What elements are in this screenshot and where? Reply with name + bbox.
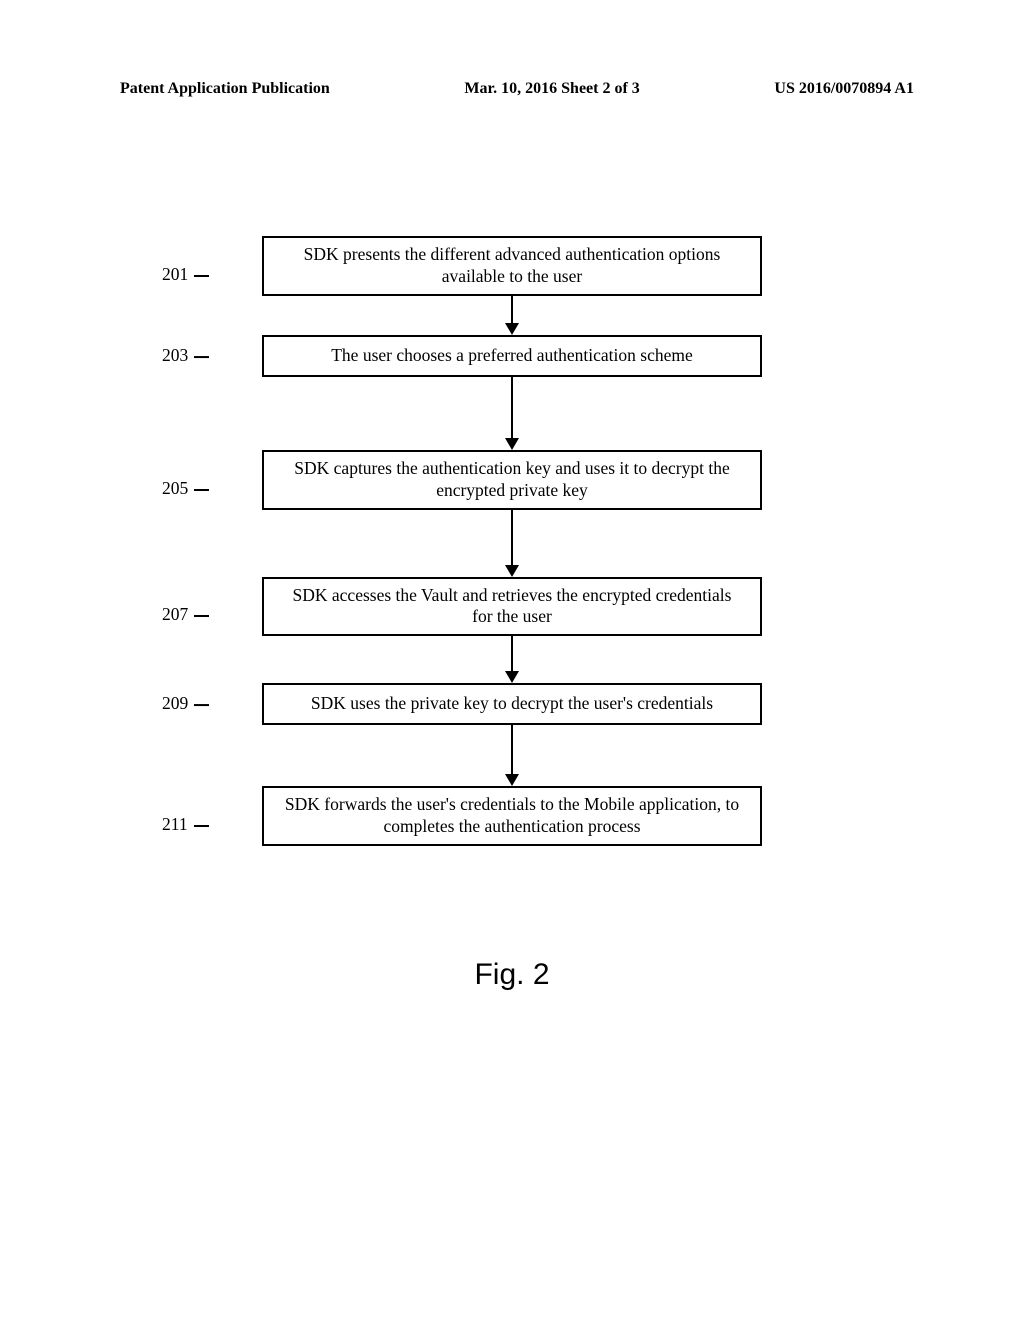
flow-step-205: 205SDK captures the authentication key a… bbox=[262, 450, 762, 510]
flow-step-203: 203The user chooses a preferred authenti… bbox=[262, 335, 762, 377]
flow-step-209: 209SDK uses the private key to decrypt t… bbox=[262, 683, 762, 725]
step-ref-tick-icon bbox=[194, 356, 209, 358]
step-ref-number: 203 bbox=[162, 345, 188, 367]
flow-arrow-icon bbox=[505, 296, 519, 335]
step-ref-label: 207 bbox=[162, 604, 209, 626]
arrow-line bbox=[511, 725, 513, 775]
step-text: SDK accesses the Vault and retrieves the… bbox=[282, 585, 742, 629]
step-ref-label: 209 bbox=[162, 693, 209, 715]
step-text: SDK forwards the user's credentials to t… bbox=[282, 794, 742, 838]
step-text: The user chooses a preferred authenticat… bbox=[331, 345, 693, 367]
step-ref-tick-icon bbox=[194, 275, 209, 277]
arrow-line bbox=[511, 296, 513, 324]
flow-step-211: 211SDK forwards the user's credentials t… bbox=[262, 786, 762, 846]
arrow-line bbox=[511, 510, 513, 566]
flow-step-201: 201SDK presents the different advanced a… bbox=[262, 236, 762, 296]
step-ref-tick-icon bbox=[194, 704, 209, 706]
step-ref-label: 211 bbox=[162, 814, 209, 836]
arrow-head-icon bbox=[505, 774, 519, 786]
step-ref-number: 201 bbox=[162, 264, 188, 286]
arrow-head-icon bbox=[505, 671, 519, 683]
arrow-line bbox=[511, 636, 513, 672]
page-header: Patent Application Publication Mar. 10, … bbox=[0, 80, 1024, 98]
step-ref-tick-icon bbox=[194, 825, 209, 827]
step-text: SDK uses the private key to decrypt the … bbox=[311, 693, 713, 715]
step-text: SDK captures the authentication key and … bbox=[282, 458, 742, 502]
step-ref-number: 209 bbox=[162, 693, 188, 715]
flow-step-207: 207SDK accesses the Vault and retrieves … bbox=[262, 577, 762, 637]
step-ref-tick-icon bbox=[194, 489, 209, 491]
figure-label: Fig. 2 bbox=[474, 958, 549, 992]
step-ref-number: 205 bbox=[162, 478, 188, 500]
arrow-head-icon bbox=[505, 438, 519, 450]
step-ref-number: 207 bbox=[162, 604, 188, 626]
step-ref-label: 205 bbox=[162, 478, 209, 500]
arrow-head-icon bbox=[505, 565, 519, 577]
flow-arrow-icon bbox=[505, 725, 519, 786]
flow-arrow-icon bbox=[505, 510, 519, 577]
arrow-line bbox=[511, 377, 513, 439]
flow-arrow-icon bbox=[505, 377, 519, 450]
step-ref-label: 201 bbox=[162, 264, 209, 286]
header-left: Patent Application Publication bbox=[120, 80, 330, 98]
flowchart: 201SDK presents the different advanced a… bbox=[262, 236, 762, 846]
step-text: SDK presents the different advanced auth… bbox=[282, 244, 742, 288]
header-right: US 2016/0070894 A1 bbox=[774, 80, 914, 98]
flow-arrow-icon bbox=[505, 636, 519, 683]
step-ref-label: 203 bbox=[162, 345, 209, 367]
step-ref-tick-icon bbox=[194, 615, 209, 617]
header-center: Mar. 10, 2016 Sheet 2 of 3 bbox=[464, 80, 639, 98]
arrow-head-icon bbox=[505, 323, 519, 335]
step-ref-number: 211 bbox=[162, 814, 188, 836]
